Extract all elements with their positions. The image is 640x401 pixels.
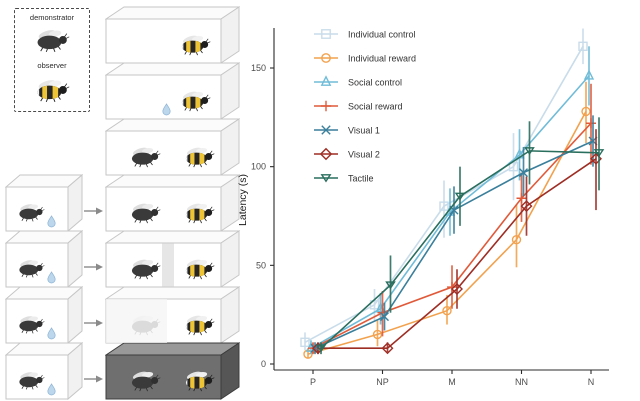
condition-row-individual-reward xyxy=(0,62,260,120)
y-axis-title: Latency (s) xyxy=(237,174,249,226)
legend-item-individual-reward: Individual reward xyxy=(314,53,416,64)
start-box-3d xyxy=(4,341,84,401)
series-tactile xyxy=(315,117,605,355)
bee-icon-yellow xyxy=(177,33,211,56)
legend-label: Individual control xyxy=(348,30,416,40)
condition-box-3d xyxy=(104,174,241,232)
droplet-icon xyxy=(46,383,57,396)
y-tick-label: 50 xyxy=(256,260,266,270)
x-tick-label: N xyxy=(588,377,595,387)
condition-row-tactile xyxy=(0,341,260,401)
series-individual-control xyxy=(300,28,588,351)
condition-row-visual-2 xyxy=(0,285,260,345)
legend-label: Visual 1 xyxy=(348,126,380,136)
latency-chart: 0 50 100 150 Latency (s) P NP M NN N Indi… xyxy=(237,28,609,387)
demonstrator-observer-key: demonstrator observer xyxy=(14,8,90,112)
bee-icon-grey xyxy=(15,258,45,278)
y-axis: 0 50 100 150 Latency (s) xyxy=(237,28,275,370)
condition-box-3d xyxy=(104,118,241,176)
x-tick-label: M xyxy=(448,377,456,387)
arrow-icon xyxy=(84,315,103,327)
legend-item-social-control: Social control xyxy=(314,75,402,88)
legend-item-tactile: Tactile xyxy=(314,174,374,184)
observer-label: observer xyxy=(37,61,67,70)
y-tick-label: 150 xyxy=(251,63,266,73)
legend-label: Social reward xyxy=(348,102,403,112)
legend-label: Social control xyxy=(348,78,402,88)
legend-label: Visual 2 xyxy=(348,150,380,160)
bee-icon-grey xyxy=(127,369,161,392)
bee-icon-grey xyxy=(15,202,45,222)
bee-icon-grey xyxy=(127,145,161,168)
droplet-icon xyxy=(46,271,57,284)
y-tick-label: 100 xyxy=(251,162,266,172)
condition-box-3d xyxy=(104,6,241,64)
bee-icon-yellow xyxy=(181,201,215,224)
droplet-icon xyxy=(46,215,57,228)
bee-icon-yellow xyxy=(32,77,70,103)
condition-row-visual-1 xyxy=(0,229,260,289)
condition-box-3d xyxy=(104,62,241,120)
arrow-icon xyxy=(84,371,103,383)
arrow-icon xyxy=(84,203,103,215)
bee-icon-grey xyxy=(32,27,70,53)
x-tick-label: NN xyxy=(515,377,528,387)
legend-item-visual-1: Visual 1 xyxy=(314,125,380,136)
bee-icon-grey xyxy=(127,257,161,280)
y-tick-label: 0 xyxy=(261,359,266,369)
bee-icon-grey xyxy=(127,201,161,224)
series-social-reward xyxy=(308,83,596,355)
condition-box-3d xyxy=(104,342,241,400)
start-box-3d xyxy=(4,173,84,233)
x-axis: P NP M NN N xyxy=(274,369,609,387)
droplet-icon xyxy=(46,327,57,340)
condition-row-social-control xyxy=(0,118,260,176)
bee-icon-grey xyxy=(15,370,45,390)
legend-item-individual-control: Individual control xyxy=(314,29,416,40)
bee-icon-yellow xyxy=(181,313,215,336)
droplet-icon xyxy=(161,103,172,116)
start-box-3d xyxy=(4,229,84,289)
legend-label: Tactile xyxy=(348,174,374,184)
bee-icon-yellow xyxy=(181,145,215,168)
bee-icon-yellow xyxy=(181,369,215,392)
bee-icon-yellow xyxy=(181,257,215,280)
legend-item-social-reward: Social reward xyxy=(314,100,403,112)
start-box-3d xyxy=(4,285,84,345)
condition-row-individual-control xyxy=(0,6,260,64)
transparent-screen xyxy=(162,243,174,287)
series-visual-1 xyxy=(310,115,598,355)
x-tick-label: NP xyxy=(376,377,389,387)
legend-label: Individual reward xyxy=(348,54,416,64)
demonstrator-label: demonstrator xyxy=(29,13,75,22)
arrow-icon xyxy=(84,259,103,271)
bee-icon-grey xyxy=(15,314,45,334)
bee-icon-yellow xyxy=(177,89,211,112)
legend-item-visual-2: Visual 2 xyxy=(314,147,380,161)
condition-row-social-reward xyxy=(0,173,260,233)
x-tick-label: P xyxy=(310,377,316,387)
opaque-screen xyxy=(106,299,167,343)
